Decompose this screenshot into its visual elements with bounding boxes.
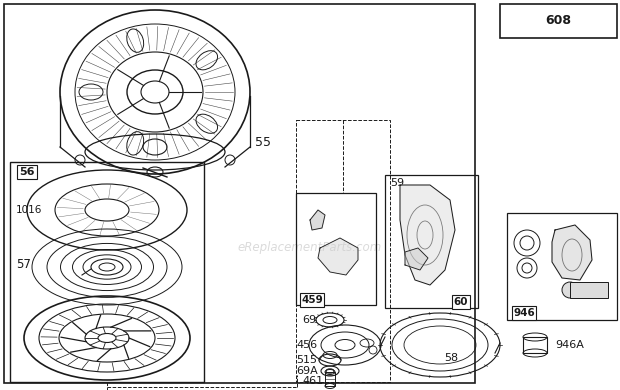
Bar: [325, 372, 335, 386]
Text: 60: 60: [454, 297, 468, 307]
Text: 459: 459: [301, 295, 323, 305]
Text: 69: 69: [302, 315, 316, 325]
Text: 515: 515: [296, 355, 317, 365]
Text: 69A: 69A: [296, 366, 317, 376]
Text: 1016: 1016: [16, 205, 42, 215]
Polygon shape: [552, 225, 592, 280]
Text: 55: 55: [255, 136, 271, 149]
Bar: [296, 193, 376, 305]
Polygon shape: [400, 185, 455, 285]
Text: eReplacementParts.com: eReplacementParts.com: [238, 241, 382, 255]
Bar: [507, 213, 617, 320]
Text: 946: 946: [513, 308, 535, 318]
Text: 461: 461: [302, 376, 323, 386]
Text: 608: 608: [545, 14, 571, 28]
Bar: [10, 162, 204, 382]
Text: 456: 456: [296, 340, 317, 350]
Polygon shape: [318, 238, 358, 275]
Polygon shape: [405, 248, 428, 270]
Text: 56: 56: [19, 167, 35, 177]
Bar: [4, 4, 475, 383]
Bar: [523, 337, 547, 353]
Ellipse shape: [562, 282, 578, 298]
Bar: [570, 282, 608, 298]
Bar: [500, 4, 617, 38]
Text: 946A: 946A: [555, 340, 584, 350]
Bar: [296, 120, 390, 382]
Text: 57: 57: [16, 259, 31, 271]
Text: 58: 58: [444, 353, 458, 363]
Polygon shape: [310, 210, 325, 230]
Bar: [385, 175, 478, 308]
Text: 59: 59: [390, 178, 404, 188]
